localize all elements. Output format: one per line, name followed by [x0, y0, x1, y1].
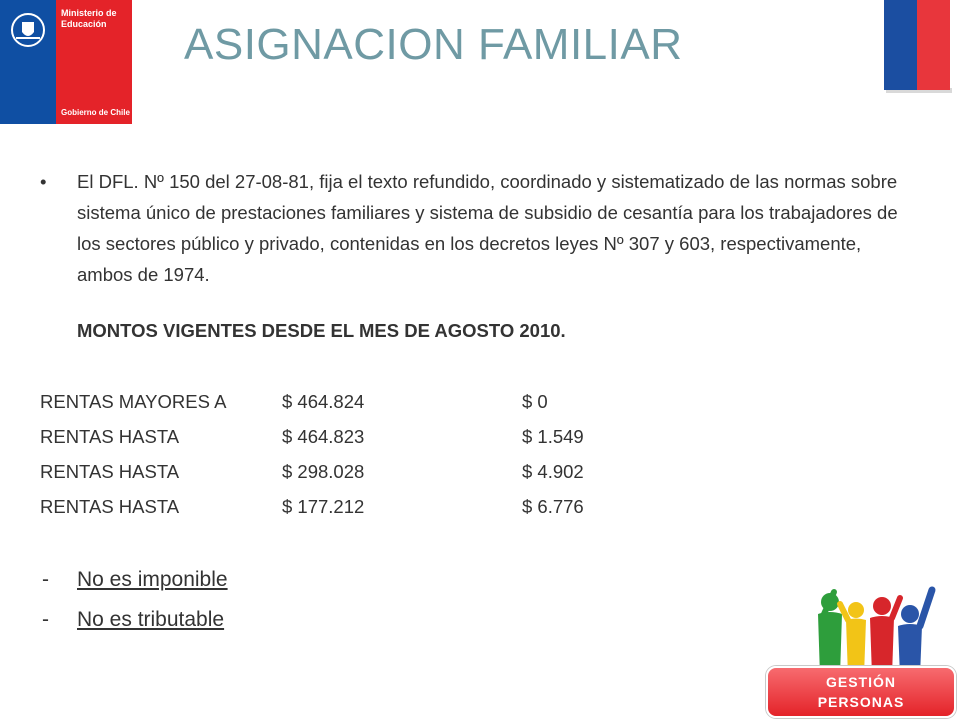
logo-line-1: Ministerio de: [61, 8, 117, 18]
flag-shadow: [886, 88, 952, 93]
rate-limit: $ 298.028: [282, 461, 365, 482]
logo-red-panel: Ministerio de Educación Gobierno de Chil…: [56, 0, 132, 124]
note-not-taxable[interactable]: No es tributable: [77, 608, 225, 631]
logo-blue-panel: [0, 0, 56, 124]
rate-label: RENTAS HASTA: [40, 461, 180, 482]
montos-heading: MONTOS VIGENTES DESDE EL MES DE AGOSTO 2…: [77, 320, 566, 341]
gestion-personas-badge: GESTIÓN PERSONAS: [766, 666, 956, 718]
gestion-personas-logo: GESTIÓN PERSONAS: [764, 584, 960, 720]
logo-line-3: Gobierno de Chile: [61, 108, 130, 117]
coat-of-arms-icon: [11, 13, 45, 47]
bullet-text: El DFL. Nº 150 del 27-08-81, fija el tex…: [77, 171, 898, 285]
dash-marker: -: [42, 608, 49, 631]
rate-label: RENTAS HASTA: [40, 496, 180, 517]
rate-limit: $ 464.824: [282, 391, 365, 412]
rate-label: RENTAS HASTA: [40, 426, 180, 447]
page-title: ASIGNACION FAMILIAR: [184, 20, 683, 69]
bullet-dot-icon: •: [40, 171, 47, 192]
rate-amount: $ 6.776: [522, 496, 584, 517]
badge-line-2: PERSONAS: [817, 694, 905, 710]
rate-amount: $ 4.902: [522, 461, 584, 482]
rate-amount: $ 0: [522, 391, 548, 412]
flag-blue-band: [884, 0, 917, 90]
people-group-icon: [818, 586, 936, 676]
logo-text: Ministerio de Educación: [61, 8, 117, 30]
rate-limit: $ 464.823: [282, 426, 365, 447]
ministerio-logo: Ministerio de Educación Gobierno de Chil…: [0, 0, 132, 124]
note-not-taxable-contribution[interactable]: No es imponible: [77, 568, 228, 591]
rate-amount: $ 1.549: [522, 426, 584, 447]
flag-red-band: [917, 0, 950, 90]
rate-label: RENTAS MAYORES A: [40, 391, 227, 412]
dash-marker: -: [42, 568, 49, 591]
badge-line-1: GESTIÓN: [825, 674, 896, 690]
logo-line-2: Educación: [61, 19, 107, 29]
rate-limit: $ 177.212: [282, 496, 365, 517]
flag-decoration: [884, 0, 952, 93]
